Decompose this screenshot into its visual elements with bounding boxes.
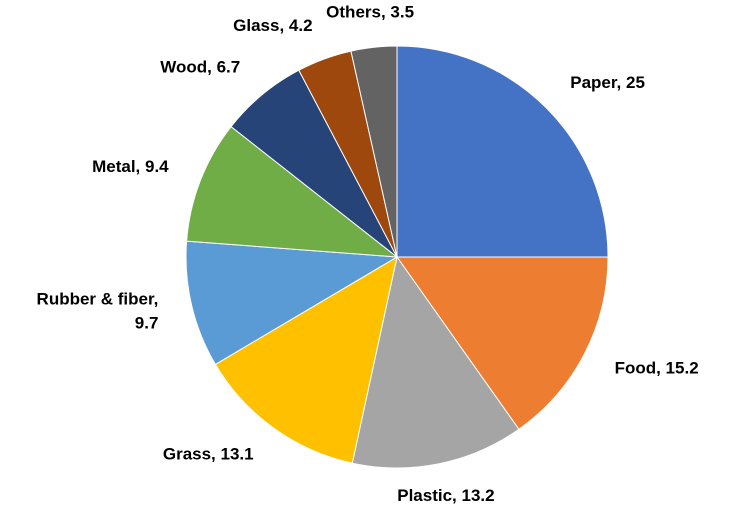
data-label: Food, 15.2 — [615, 359, 699, 378]
data-label: Rubber & fiber, 9.7 — [37, 290, 159, 333]
data-label: Others, 3.5 — [326, 3, 414, 22]
pie-slice — [186, 125, 399, 258]
pie-slice — [396, 45, 609, 258]
data-label: Paper, 25 — [570, 73, 645, 92]
data-label: Plastic, 13.2 — [397, 487, 494, 506]
data-label: Metal, 9.4 — [92, 158, 169, 177]
pie-slice — [350, 45, 398, 258]
pie-slice — [185, 240, 399, 366]
data-label: Grass, 13.1 — [163, 445, 254, 464]
pie-slice — [351, 255, 520, 469]
data-label: Wood, 6.7 — [160, 58, 240, 77]
pie-slice — [214, 255, 398, 464]
pie-slice — [396, 256, 609, 430]
data-label: Glass, 4.2 — [233, 16, 312, 35]
